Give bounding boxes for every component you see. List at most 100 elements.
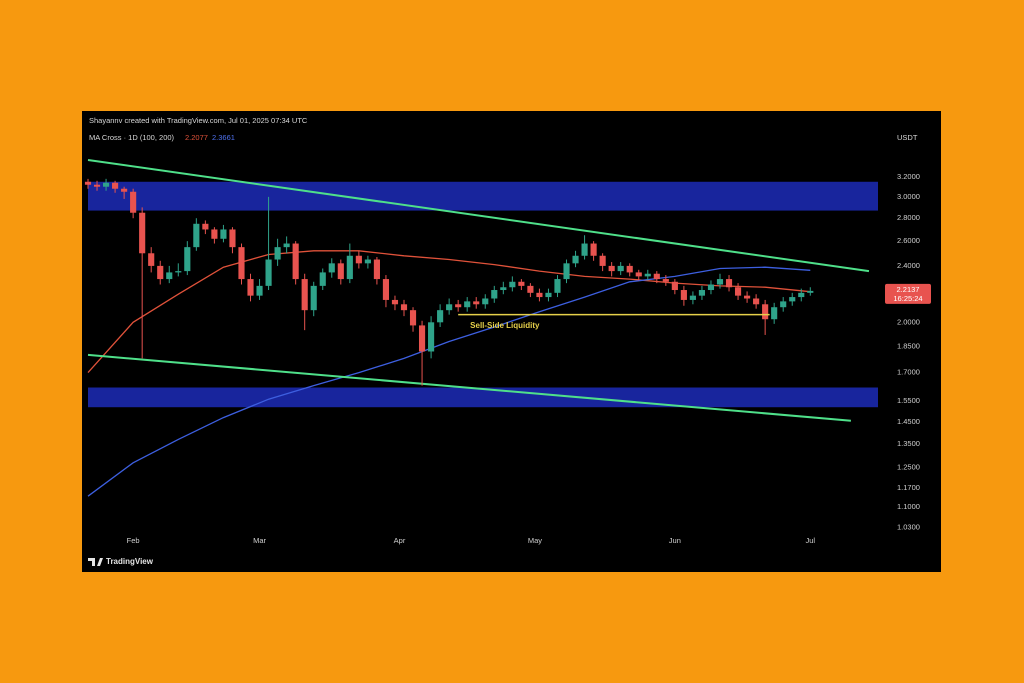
chart-panel <box>82 111 941 572</box>
candle-body <box>626 265 633 273</box>
candle-body <box>238 247 245 280</box>
candle-body <box>536 292 543 298</box>
y-tick-label: 2.4000 <box>897 261 920 270</box>
candle-body <box>418 325 426 352</box>
candle-body <box>545 292 552 298</box>
y-tick-label: 2.8000 <box>897 213 920 222</box>
candle-body <box>112 182 119 189</box>
candle-body <box>509 281 516 288</box>
candle-body <box>590 243 597 256</box>
candle-body <box>121 188 128 192</box>
candle-body <box>292 243 299 280</box>
candle-body <box>220 229 227 239</box>
x-tick-label: Apr <box>394 536 406 545</box>
candle-body <box>635 272 642 277</box>
candle-body <box>662 279 669 282</box>
candle-body <box>780 301 787 308</box>
y-tick-label: 3.2000 <box>897 172 920 181</box>
candle-body <box>247 279 254 296</box>
y-tick-label: 1.8500 <box>897 341 920 350</box>
y-tick-label: 1.4500 <box>897 417 920 426</box>
candle-body <box>762 304 769 320</box>
candle-body <box>518 281 525 286</box>
y-tick-label: 1.7000 <box>897 368 920 377</box>
candle-body <box>382 279 390 300</box>
candle-body <box>554 279 561 293</box>
plot-area: Sell-Side Liquidity <box>84 158 878 497</box>
candle-body <box>698 290 706 296</box>
candle-body <box>364 259 371 264</box>
candle-body <box>798 292 805 298</box>
indicator-label: MA Cross · 1D (100, 200) <box>89 133 175 142</box>
candle-body <box>229 229 236 248</box>
candle-body <box>102 182 110 187</box>
zone <box>88 181 878 211</box>
candle-body <box>84 181 92 185</box>
candle-body <box>446 304 453 311</box>
candle-body <box>346 255 353 280</box>
y-tick-label: 1.5500 <box>897 396 920 405</box>
candle-body <box>437 310 444 323</box>
candle-body <box>391 299 399 305</box>
last-price-box <box>885 283 931 304</box>
candle-body <box>455 304 462 308</box>
trendline <box>87 353 852 422</box>
x-tick-label: Mar <box>253 536 266 545</box>
candle-body <box>400 304 408 311</box>
candle-body <box>581 243 588 256</box>
candle-body <box>319 272 326 286</box>
candle-body <box>265 259 272 286</box>
candle-body <box>482 298 489 305</box>
candle-body <box>328 263 335 273</box>
candle-body <box>789 297 796 302</box>
candle-body <box>680 290 687 300</box>
moving-average <box>87 266 811 497</box>
candle-body <box>617 265 624 272</box>
x-tick-label: Jul <box>805 536 815 545</box>
candle-body <box>707 284 715 291</box>
candle-body <box>563 263 570 280</box>
candle-body <box>157 265 164 280</box>
trendline <box>87 158 870 273</box>
candle-body <box>175 271 182 273</box>
x-tick-label: May <box>528 536 542 545</box>
unit-label: USDT <box>897 133 918 142</box>
candle-body <box>139 212 146 254</box>
candle-body <box>744 295 751 299</box>
candle-body <box>527 285 534 293</box>
y-tick-label: 2.6000 <box>897 236 920 245</box>
candle-body <box>599 255 606 266</box>
candle-body <box>608 265 615 272</box>
annotation-label: Sell-Side Liquidity <box>470 321 540 330</box>
candle-body <box>500 287 507 291</box>
candle-body <box>373 259 380 280</box>
candle-body <box>753 298 760 305</box>
candle-body <box>716 279 724 285</box>
candle-body <box>771 307 778 320</box>
zone <box>88 387 878 408</box>
axes: 3.2000 3.0000 2.8000 2.6000 2.4000 2.0000 1.85… <box>127 172 931 545</box>
candle-body <box>807 290 814 293</box>
candle-body <box>355 255 362 264</box>
y-tick-label: 1.3500 <box>897 439 920 448</box>
candle-body <box>283 243 290 248</box>
candle-body <box>184 247 191 272</box>
candle-body <box>202 223 209 230</box>
brand-name: TradingView <box>106 557 154 566</box>
candle-body <box>464 301 471 308</box>
y-tick-label: 2.0000 <box>897 317 920 326</box>
candle-body <box>653 273 660 280</box>
candle-body <box>337 263 344 280</box>
ma100-value: 2.2077 <box>185 133 208 142</box>
y-tick-label: 1.2500 <box>897 463 920 472</box>
candle-body <box>671 281 678 291</box>
moving-average <box>87 250 811 374</box>
candle-body <box>572 255 579 264</box>
last-price-label: 2.2137 <box>897 285 920 294</box>
candle-body <box>256 285 263 296</box>
candle-body <box>93 184 101 187</box>
y-tick-label: 3.0000 <box>897 192 920 201</box>
candle-body <box>211 229 218 239</box>
x-tick-label: Feb <box>127 536 140 545</box>
